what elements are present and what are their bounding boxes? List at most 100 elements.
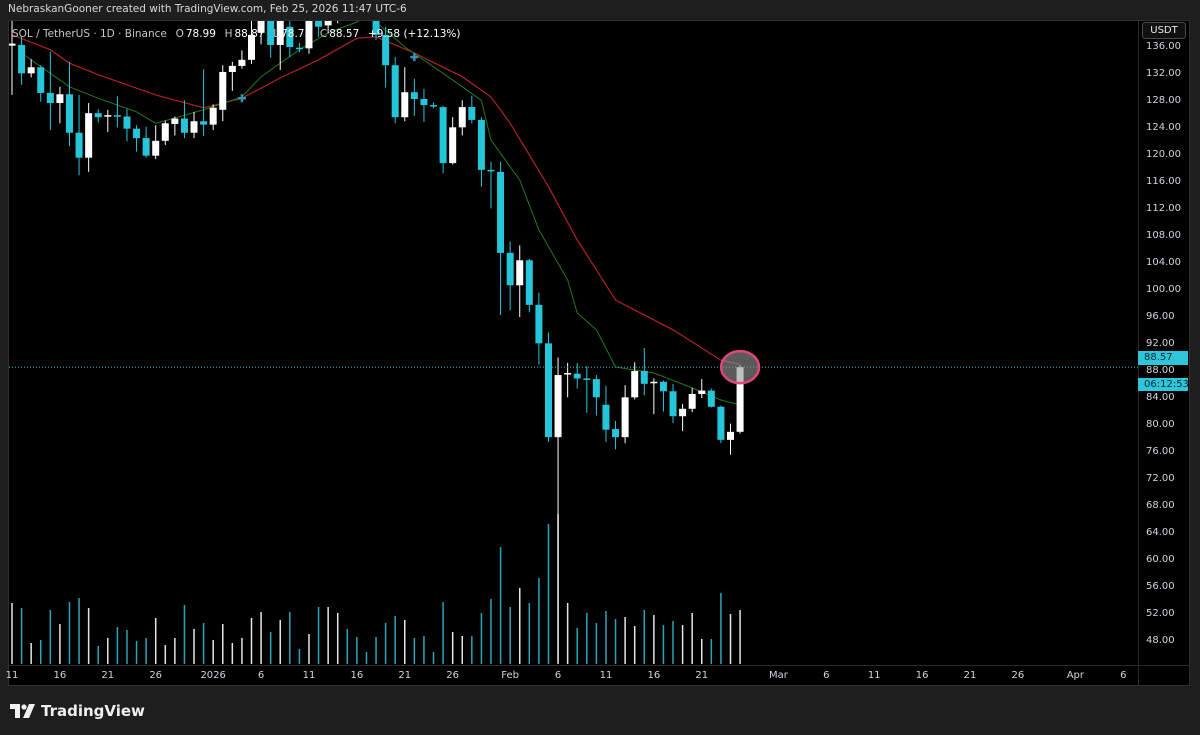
volume-bar: [691, 613, 693, 664]
candle-body: [276, 21, 284, 45]
candle: [94, 109, 102, 123]
volume-bar: [279, 620, 281, 664]
price-tick-label: 76.00: [1146, 446, 1175, 457]
volume-bar: [308, 634, 310, 664]
candle-body: [27, 67, 35, 74]
chart-pane[interactable]: [8, 20, 1190, 686]
candle-body: [659, 381, 667, 392]
currency-button[interactable]: USDT: [1142, 22, 1186, 39]
volume-bar: [375, 637, 377, 664]
price-chart[interactable]: [0, 0, 1138, 686]
date-tick-label: 16: [350, 670, 364, 681]
candle-body: [334, 0, 341, 20]
candle-body: [142, 138, 150, 156]
candle-body: [18, 44, 26, 74]
candle-body: [401, 92, 409, 118]
candle: [161, 120, 169, 145]
candle: [286, 21, 294, 58]
candle-body: [344, 0, 351, 3]
candle: [56, 86, 64, 124]
candle: [219, 65, 227, 122]
candle: [152, 125, 160, 160]
candle: [257, 21, 265, 45]
volume-bar: [538, 578, 540, 664]
candle: [334, 0, 341, 24]
volume-bar: [490, 599, 492, 664]
candle: [27, 59, 35, 78]
volume-bar: [356, 637, 358, 664]
symbol-legend[interactable]: SOL / TetherUS · 1D · Binance O 78.99 H 88…: [12, 28, 462, 40]
candle-body: [324, 21, 332, 26]
candle-body: [180, 118, 188, 133]
volume-bar: [365, 652, 368, 664]
candle: [612, 420, 620, 450]
volume-bar: [68, 602, 71, 664]
candle-body: [257, 21, 265, 33]
date-tick-label: 16: [647, 670, 661, 681]
ema-fast-line: [21, 21, 741, 406]
signal-cross-marker: [410, 53, 419, 62]
candle: [324, 21, 332, 34]
candle: [458, 100, 466, 136]
candle-body: [698, 390, 706, 394]
candle-body: [736, 367, 744, 432]
candle: [401, 67, 409, 122]
candle: [659, 380, 667, 412]
candle-body: [420, 98, 428, 106]
volume-bar: [39, 640, 42, 664]
date-tick-label: 6: [1120, 670, 1127, 681]
last-price-value: 88.57: [1138, 351, 1188, 365]
volume-bar: [509, 607, 511, 664]
volume-bar: [480, 613, 483, 664]
price-tick-label: 64.00: [1146, 527, 1175, 538]
volume-bar: [231, 643, 234, 664]
candle: [248, 21, 255, 64]
candle-body: [305, 21, 313, 49]
candle: [727, 423, 734, 455]
candle-body: [363, 7, 370, 10]
candle-body: [353, 3, 360, 6]
candle-body: [315, 21, 323, 27]
volume-bar: [298, 649, 301, 664]
volume-bar: [250, 618, 253, 664]
candle: [506, 241, 514, 311]
low-label: L: [273, 28, 280, 40]
candle-body: [228, 65, 236, 72]
signal-cross-marker: [237, 94, 246, 103]
close-value: 88.57: [329, 28, 360, 40]
price-tick-label: 88.00: [1146, 365, 1175, 376]
candle-body: [679, 408, 687, 417]
tradingview-logo[interactable]: TradingView: [10, 702, 145, 720]
volume-bar: [710, 639, 713, 664]
volume-bar: [327, 607, 329, 664]
price-tick-label: 100.00: [1146, 284, 1181, 295]
volume-bar: [193, 629, 195, 664]
date-tick-label: Feb: [501, 670, 520, 681]
volume-bar: [547, 524, 550, 664]
date-tick-label: 11: [867, 670, 881, 681]
candle: [315, 21, 323, 37]
candle: [487, 161, 495, 209]
candle-body: [104, 115, 112, 117]
open-label: O: [175, 28, 184, 40]
candle-body: [248, 34, 255, 60]
volume-bar: [107, 638, 109, 664]
candle-body: [56, 94, 64, 104]
candle: [679, 404, 687, 432]
candle: [573, 362, 581, 389]
candle-body: [583, 378, 591, 380]
volume-bar: [653, 615, 655, 664]
candle-body: [497, 171, 505, 253]
candle: [391, 57, 399, 124]
candle-body: [267, 21, 275, 45]
volume-bar: [576, 628, 578, 664]
candle: [200, 69, 208, 137]
candle: [698, 379, 706, 398]
high-label: H: [224, 28, 233, 40]
volume-bar: [662, 625, 665, 664]
candle: [209, 104, 217, 131]
price-tick-label: 92.00: [1146, 338, 1175, 349]
candle: [420, 88, 428, 122]
date-tick-label: 6: [554, 670, 562, 681]
price-tick-label: 108.00: [1146, 230, 1181, 241]
